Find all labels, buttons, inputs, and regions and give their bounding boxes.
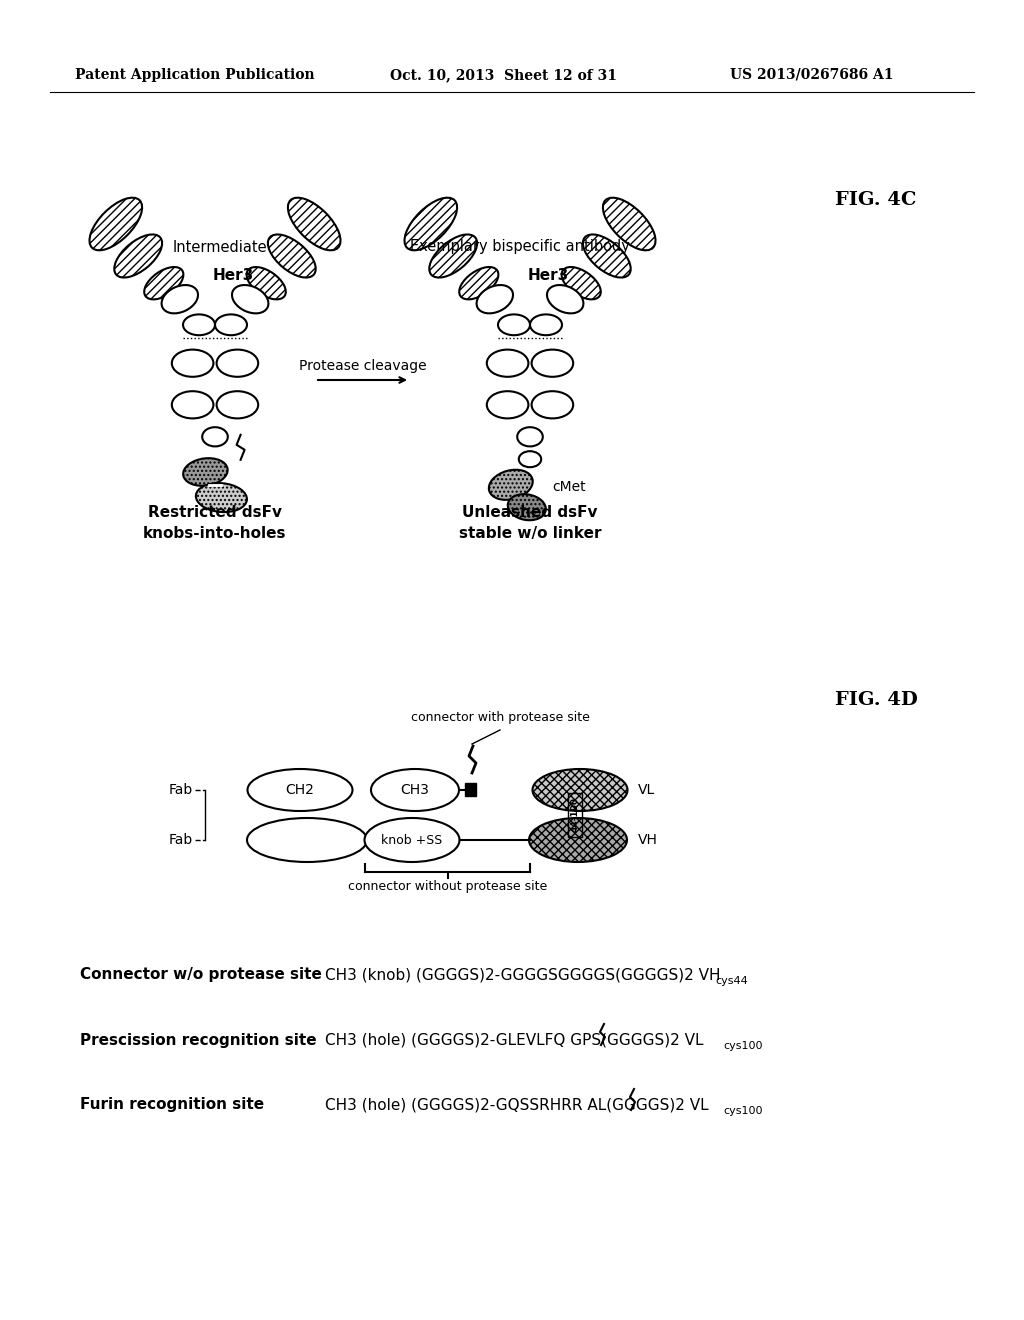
Ellipse shape [215, 314, 247, 335]
Ellipse shape [288, 198, 341, 251]
Ellipse shape [248, 770, 352, 810]
Text: FIG. 4C: FIG. 4C [835, 191, 916, 209]
Ellipse shape [583, 235, 631, 277]
Ellipse shape [371, 770, 459, 810]
Ellipse shape [531, 391, 573, 418]
Text: CH3 (knob) (GGGGS)2-GGGGSGGGGS(GGGGS)2 VH: CH3 (knob) (GGGGS)2-GGGGSGGGGS(GGGGS)2 V… [325, 968, 721, 982]
Text: Her3: Her3 [212, 268, 254, 282]
Text: Connector w/o protease site: Connector w/o protease site [80, 968, 322, 982]
Ellipse shape [183, 458, 227, 486]
Text: knob +SS: knob +SS [381, 833, 442, 846]
Bar [465, 783, 476, 796]
Ellipse shape [172, 391, 213, 418]
Ellipse shape [162, 285, 198, 313]
Text: Fab: Fab [169, 783, 193, 797]
Ellipse shape [517, 428, 543, 446]
Text: CH3 (hole) (GGGGS)2-GLEVLFQ GPS(GGGGS)2 VL: CH3 (hole) (GGGGS)2-GLEVLFQ GPS(GGGGS)2 … [325, 1032, 703, 1048]
Ellipse shape [202, 428, 227, 446]
Text: 44-100: 44-100 [570, 797, 580, 833]
Ellipse shape [459, 267, 499, 300]
Ellipse shape [530, 314, 562, 335]
Ellipse shape [486, 350, 528, 376]
Text: Unleashed dsFv
stable w/o linker: Unleashed dsFv stable w/o linker [459, 506, 601, 541]
Ellipse shape [508, 494, 546, 520]
Text: Fab: Fab [169, 833, 193, 847]
Text: cys100: cys100 [723, 1106, 763, 1115]
Ellipse shape [486, 391, 528, 418]
Ellipse shape [404, 198, 457, 251]
Ellipse shape [144, 267, 183, 300]
Ellipse shape [172, 350, 213, 376]
Text: VL: VL [638, 783, 655, 797]
Ellipse shape [476, 285, 513, 313]
Text: CH3: CH3 [400, 783, 429, 797]
Ellipse shape [247, 818, 367, 862]
Text: cys44: cys44 [715, 975, 748, 986]
Text: connector without protease site: connector without protease site [348, 880, 547, 894]
Bar [568, 793, 582, 837]
Ellipse shape [519, 451, 542, 467]
Ellipse shape [498, 314, 530, 335]
Ellipse shape [365, 818, 460, 862]
Text: connector with protease site: connector with protease site [411, 711, 590, 723]
Ellipse shape [115, 235, 162, 277]
Text: Restricted dsFv
knobs-into-holes: Restricted dsFv knobs-into-holes [143, 506, 287, 541]
Text: cMet: cMet [552, 479, 586, 494]
Ellipse shape [547, 285, 584, 313]
Ellipse shape [603, 198, 655, 251]
Ellipse shape [183, 314, 215, 335]
Text: Furin recognition site: Furin recognition site [80, 1097, 264, 1113]
Text: FIG. 4D: FIG. 4D [835, 690, 918, 709]
Ellipse shape [232, 285, 268, 313]
Text: Protease cleavage: Protease cleavage [299, 359, 427, 374]
Text: Her3: Her3 [527, 268, 568, 282]
Text: Exemplary bispecific antibody: Exemplary bispecific antibody [410, 239, 630, 255]
Text: Oct. 10, 2013  Sheet 12 of 31: Oct. 10, 2013 Sheet 12 of 31 [390, 69, 617, 82]
Text: US 2013/0267686 A1: US 2013/0267686 A1 [730, 69, 894, 82]
Ellipse shape [529, 818, 627, 862]
Ellipse shape [217, 391, 258, 418]
Text: Prescission recognition site: Prescission recognition site [80, 1032, 316, 1048]
Ellipse shape [531, 350, 573, 376]
Ellipse shape [196, 483, 247, 512]
Text: VH: VH [638, 833, 657, 847]
Ellipse shape [429, 235, 477, 277]
Text: Patent Application Publication: Patent Application Publication [75, 69, 314, 82]
Text: cys100: cys100 [723, 1041, 763, 1051]
Text: CH2: CH2 [286, 783, 314, 797]
Ellipse shape [532, 770, 628, 810]
Ellipse shape [268, 235, 315, 277]
Ellipse shape [217, 350, 258, 376]
Ellipse shape [561, 267, 601, 300]
Ellipse shape [488, 470, 532, 500]
Text: Intermediate: Intermediate [173, 239, 267, 255]
Ellipse shape [89, 198, 142, 251]
Ellipse shape [247, 267, 286, 300]
Text: CH3 (hole) (GGGGS)2-GQSSRHRR AL(GGGGS)2 VL: CH3 (hole) (GGGGS)2-GQSSRHRR AL(GGGGS)2 … [325, 1097, 709, 1113]
